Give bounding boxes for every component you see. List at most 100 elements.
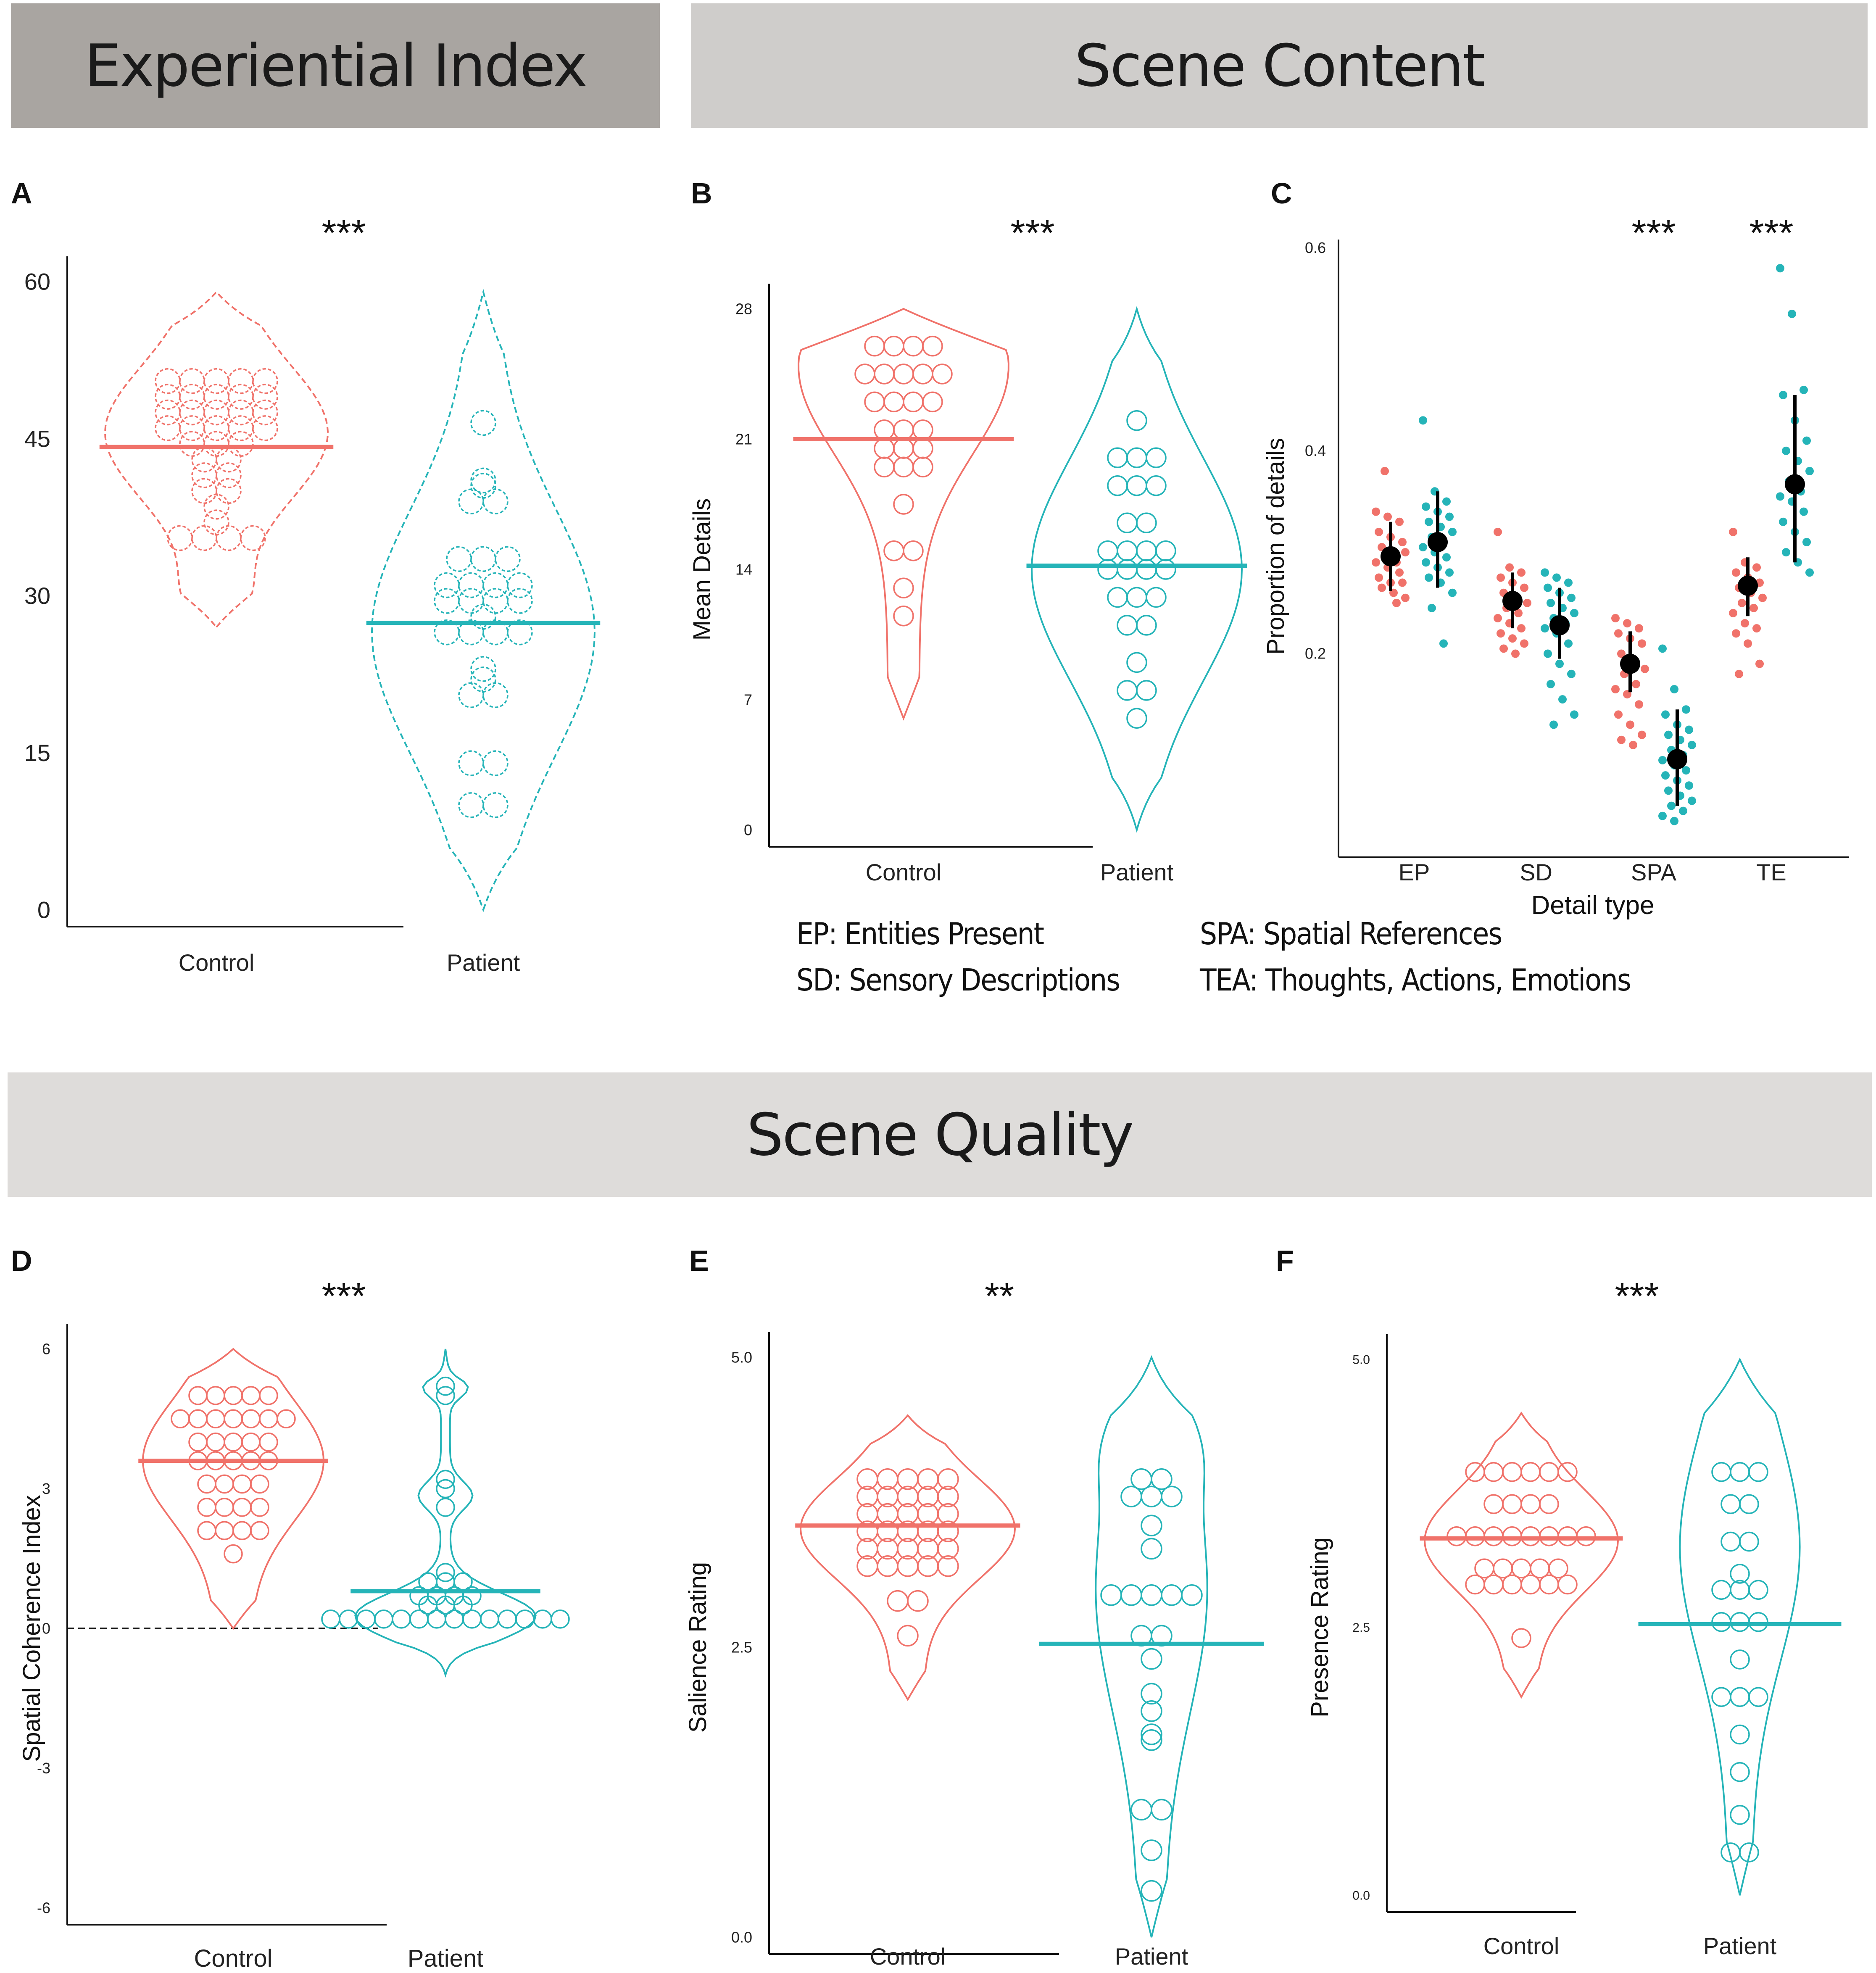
point-b-patient — [1117, 615, 1138, 636]
point-c-patient-ep — [1448, 527, 1457, 536]
point-c-patient-sd — [1541, 624, 1549, 633]
point-d-control — [224, 1409, 243, 1428]
point-a-control — [252, 415, 278, 441]
point-b-patient — [1136, 615, 1157, 636]
point-e-patient — [1141, 1700, 1162, 1722]
point-d-control — [215, 1498, 234, 1517]
point-c-control-ep — [1375, 573, 1383, 582]
point-b-control — [864, 391, 885, 413]
point-c-patient-te — [1802, 436, 1811, 445]
y-axis-label-d: Spatial Coherence Index — [18, 1495, 45, 1762]
point-c-control-ep — [1381, 467, 1389, 476]
point-d-patient — [480, 1609, 499, 1629]
point-f-patient — [1748, 1580, 1768, 1600]
point-d-patient — [436, 1470, 455, 1489]
point-a-patient — [482, 750, 509, 776]
point-c-control-te — [1752, 563, 1761, 572]
point-b-control — [903, 391, 924, 413]
point-b-control — [893, 419, 914, 440]
point-a-control — [203, 493, 229, 520]
point-c-control-spa — [1617, 735, 1626, 744]
point-c-control-te — [1729, 608, 1737, 617]
point-d-patient — [462, 1609, 482, 1629]
point-c-patient-spa — [1670, 817, 1678, 825]
violin-b-patient — [1030, 306, 1243, 833]
point-b-control — [912, 456, 933, 478]
point-c-patient-spa — [1670, 685, 1678, 693]
point-c-control-ep — [1398, 538, 1407, 546]
point-e-patient — [1141, 1683, 1162, 1705]
point-f-control — [1483, 1526, 1504, 1546]
point-e-patient — [1141, 1538, 1162, 1560]
point-d-control — [259, 1409, 278, 1428]
y-tick-label-a-0: 0 — [37, 897, 50, 923]
point-f-control — [1520, 1462, 1541, 1482]
y-tick-label-c-0: 0.2 — [1305, 645, 1326, 662]
point-c-control-sd — [1497, 573, 1505, 582]
violin-d-patient — [354, 1349, 537, 1678]
point-d-control — [241, 1386, 261, 1405]
point-c-control-te — [1735, 669, 1743, 678]
point-e-patient — [1141, 1729, 1162, 1751]
point-d-control — [232, 1474, 252, 1494]
point-f-patient — [1730, 1687, 1750, 1707]
significance-e: ** — [985, 1275, 1014, 1317]
point-c-patient-spa — [1664, 730, 1673, 739]
point-a-control — [191, 446, 217, 473]
point-b-control — [883, 540, 904, 561]
point-d-patient — [445, 1609, 464, 1629]
point-d-patient — [427, 1609, 446, 1629]
y-axis-label-f: Presence Rating — [1306, 1537, 1333, 1717]
point-c-patient-ep — [1422, 558, 1430, 567]
point-f-control — [1557, 1526, 1578, 1546]
point-c-control-te — [1738, 598, 1746, 607]
point-a-patient — [470, 410, 496, 436]
significance-f: *** — [1615, 1275, 1659, 1317]
point-e-patient — [1141, 1839, 1162, 1861]
point-b-patient — [1136, 559, 1157, 580]
point-b-patient — [1097, 559, 1118, 580]
y-tick-label-e-1: 2.5 — [731, 1639, 752, 1656]
point-a-control — [203, 431, 229, 457]
banner-scene-quality: Scene Quality — [8, 1072, 1872, 1197]
x-tick-label-c-spa: SPA — [1631, 859, 1677, 885]
point-e-control — [937, 1520, 959, 1542]
point-a-control — [216, 446, 242, 473]
point-a-control — [216, 462, 242, 488]
point-e-patient — [1141, 1515, 1162, 1536]
point-d-patient — [533, 1609, 552, 1629]
point-b-control — [922, 335, 943, 357]
y-tick-label-d-3: 3 — [42, 1480, 50, 1497]
point-f-patient — [1730, 1612, 1750, 1632]
x-tick-label-c-sd: SD — [1520, 859, 1552, 885]
point-c-patient-te — [1800, 385, 1808, 394]
point-a-patient — [482, 572, 509, 598]
point-c-control-sd — [1508, 634, 1517, 643]
point-c-control-ep — [1395, 517, 1404, 526]
point-f-control — [1557, 1574, 1578, 1595]
mean-point-c-control-ep — [1381, 546, 1401, 566]
y-tick-label-a-2: 30 — [24, 582, 50, 609]
violin-b-control — [798, 308, 1009, 721]
point-c-patient-ep — [1442, 553, 1451, 562]
point-c-patient-ep — [1419, 543, 1427, 552]
point-b-control — [874, 419, 895, 440]
point-a-control — [216, 525, 242, 551]
point-a-patient — [446, 546, 472, 572]
point-c-control-sd — [1523, 598, 1531, 607]
point-f-patient — [1730, 1564, 1750, 1584]
point-a-control — [179, 415, 205, 441]
point-c-patient-spa — [1688, 796, 1696, 805]
point-c-control-spa — [1614, 629, 1623, 638]
point-d-control — [259, 1432, 278, 1452]
point-c-patient-ep — [1439, 639, 1448, 648]
point-b-control — [903, 540, 924, 561]
point-f-control — [1502, 1494, 1522, 1514]
point-a-control — [179, 431, 205, 457]
point-f-patient — [1730, 1462, 1750, 1482]
point-f-patient — [1721, 1494, 1741, 1514]
point-b-patient — [1117, 540, 1138, 561]
point-b-control — [903, 335, 924, 357]
point-a-patient — [458, 750, 484, 776]
significance-a: *** — [321, 212, 366, 254]
